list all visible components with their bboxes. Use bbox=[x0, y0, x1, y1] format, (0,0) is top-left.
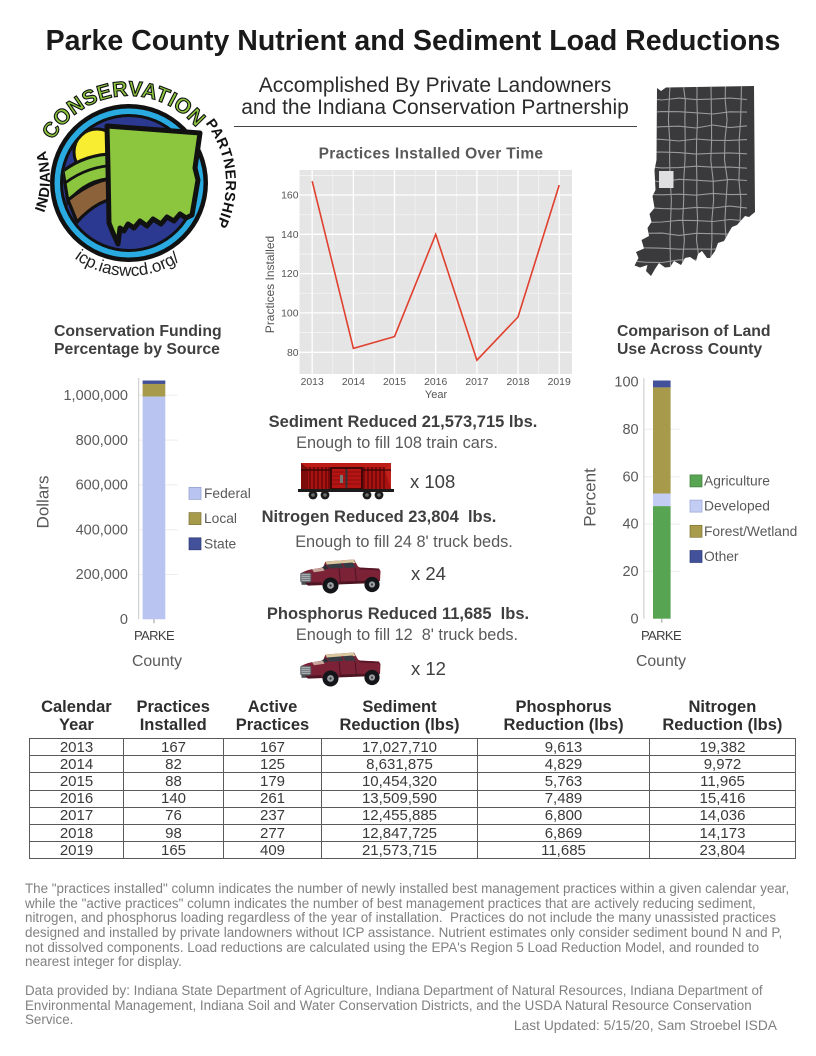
svg-text:Forest/Wetland: Forest/Wetland bbox=[704, 524, 797, 539]
svg-text:Agriculture: Agriculture bbox=[704, 474, 770, 489]
svg-text:Use Across County: Use Across County bbox=[617, 341, 762, 358]
svg-text:0: 0 bbox=[631, 611, 639, 627]
svg-text:2019: 2019 bbox=[548, 377, 571, 388]
svg-text:600,000: 600,000 bbox=[76, 478, 128, 494]
svg-text:160: 160 bbox=[281, 191, 299, 202]
svg-text:PARKE: PARKE bbox=[134, 628, 175, 643]
svg-text:Developed: Developed bbox=[704, 499, 770, 514]
svg-text:100: 100 bbox=[281, 308, 299, 319]
svg-text:140: 140 bbox=[281, 230, 299, 241]
svg-text:Practices Installed Over Time: Practices Installed Over Time bbox=[319, 146, 544, 163]
svg-text:Dollars: Dollars bbox=[34, 476, 53, 529]
svg-text:0: 0 bbox=[120, 612, 128, 628]
svg-text:Percentage by Source: Percentage by Source bbox=[54, 341, 220, 358]
svg-text:County: County bbox=[132, 653, 182, 670]
svg-text:400,000: 400,000 bbox=[76, 522, 128, 538]
svg-text:County: County bbox=[636, 653, 686, 670]
svg-text:Federal: Federal bbox=[204, 486, 251, 501]
svg-text:2013: 2013 bbox=[301, 377, 324, 388]
svg-text:2014: 2014 bbox=[342, 377, 365, 388]
svg-text:2016: 2016 bbox=[424, 377, 447, 388]
svg-text:Conservation Funding: Conservation Funding bbox=[54, 323, 222, 340]
svg-text:20: 20 bbox=[622, 564, 638, 580]
svg-text:Comparison of Land: Comparison of Land bbox=[617, 323, 771, 340]
svg-text:1,000,000: 1,000,000 bbox=[63, 388, 128, 404]
svg-text:80: 80 bbox=[287, 348, 299, 359]
svg-text:60: 60 bbox=[622, 469, 638, 485]
svg-text:Year: Year bbox=[425, 389, 448, 401]
svg-text:2015: 2015 bbox=[383, 377, 406, 388]
svg-text:200,000: 200,000 bbox=[76, 567, 128, 583]
svg-text:80: 80 bbox=[622, 422, 638, 438]
svg-text:INDIANA: INDIANA bbox=[33, 149, 54, 214]
svg-text:PARTNERSHIP: PARTNERSHIP bbox=[202, 116, 238, 230]
svg-text:PARKE: PARKE bbox=[641, 628, 682, 643]
svg-text:800,000: 800,000 bbox=[76, 433, 128, 449]
svg-text:Other: Other bbox=[704, 549, 739, 564]
svg-text:120: 120 bbox=[281, 269, 299, 280]
svg-text:Local: Local bbox=[204, 511, 237, 526]
svg-text:Percent: Percent bbox=[581, 468, 600, 527]
svg-text:100: 100 bbox=[614, 375, 638, 391]
svg-text:Practices Installed: Practices Installed bbox=[263, 236, 277, 333]
svg-text:State: State bbox=[204, 536, 237, 551]
svg-text:2017: 2017 bbox=[465, 377, 488, 388]
svg-text:2018: 2018 bbox=[506, 377, 529, 388]
svg-text:40: 40 bbox=[622, 517, 638, 533]
